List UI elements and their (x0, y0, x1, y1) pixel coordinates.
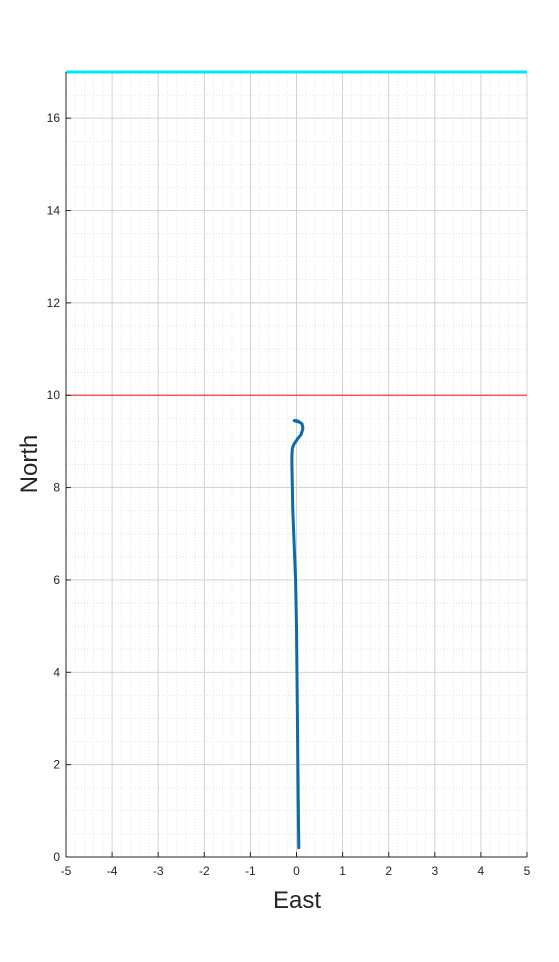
axes (65, 72, 528, 858)
x-tick-label: -3 (153, 864, 164, 878)
x-tick-label: -2 (199, 864, 210, 878)
x-tick-labels: -5 -4 -3 -2 -1 0 1 2 3 4 5 (61, 864, 531, 878)
x-tick-label: 4 (478, 864, 485, 878)
y-tick-label: 2 (53, 758, 60, 772)
y-tick-label: 4 (53, 665, 60, 679)
x-tick-label: 3 (431, 864, 438, 878)
x-tick-label: 2 (385, 864, 392, 878)
y-tick-label: 14 (47, 204, 61, 218)
x-tick-label: 0 (293, 864, 300, 878)
y-tick-label: 0 (53, 850, 60, 864)
x-tick-label: -5 (61, 864, 72, 878)
reference-lines (66, 70, 527, 396)
y-tick-label: 12 (47, 296, 61, 310)
series-line-1 (290, 419, 305, 850)
series-group (290, 419, 305, 850)
x-tick-label: 1 (339, 864, 346, 878)
x-tick-label: 5 (524, 864, 531, 878)
y-tick-label: 8 (53, 481, 60, 495)
y-tick-label: 6 (53, 573, 60, 587)
y-tick-label: 10 (47, 388, 61, 402)
y-tick-labels: 0 2 4 6 8 10 12 14 16 (47, 111, 61, 864)
x-tick-label: -4 (107, 864, 118, 878)
x-tick-label: -1 (245, 864, 256, 878)
x-axis-label: East (273, 887, 321, 914)
y-tick-label: 16 (47, 111, 61, 125)
y-axis-label: North (16, 435, 43, 494)
